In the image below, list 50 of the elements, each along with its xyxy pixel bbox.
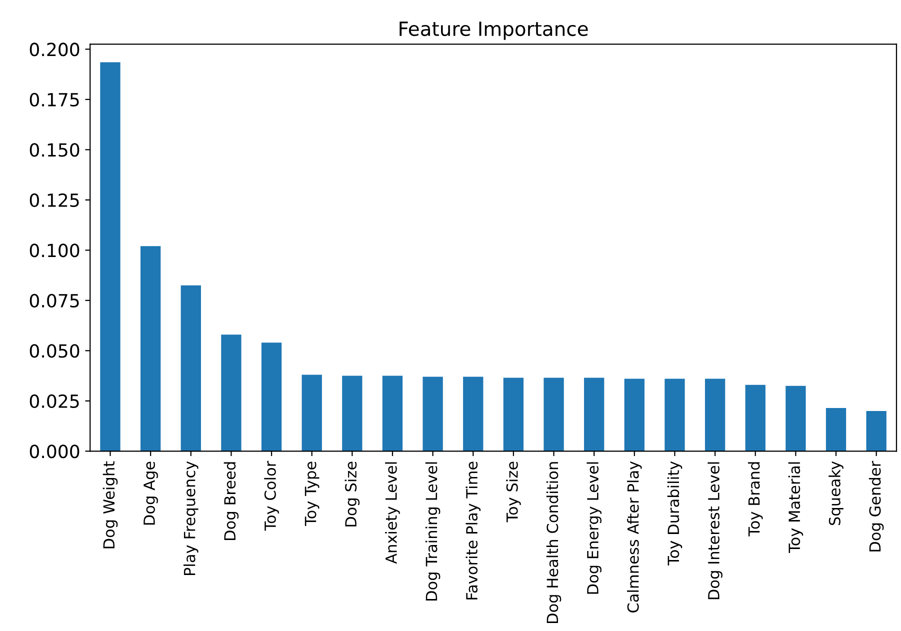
x-tick-label: Dog Health Condition [546,462,562,623]
y-tick-label: 0.000 [30,444,80,458]
bar [180,285,201,452]
bar [100,62,120,452]
x-tick-label: Dog Weight [102,461,118,548]
y-tick-label: 0.200 [30,42,80,56]
bar [382,376,403,452]
bar [544,378,564,452]
x-tick-label: Dog Breed [224,462,239,540]
bar [704,378,726,452]
y-tick-label: 0.075 [30,294,79,308]
y-tick-label: 0.125 [30,193,79,208]
x-tick-label: Calmness After Play [627,461,642,612]
x-tick-label: Dog Interest Level [708,462,722,600]
bar [463,376,484,452]
x-tick-label: Toy Color [264,460,279,531]
bar [221,334,242,452]
bar [140,246,161,452]
bar [866,410,886,452]
y-tick-label: 0.150 [30,143,80,157]
x-tick-label: Dog Size [344,462,360,526]
y-tick-label: 0.050 [30,344,80,358]
x-tick-label: Toy Type [304,462,320,526]
x-tick-label: Anxiety Level [385,462,400,564]
x-tick-label: Toy Durability [667,461,682,566]
x-tick-label: Favorite Play Time [466,462,481,600]
x-tick-label: Dog Energy Level [586,462,602,594]
bar [302,374,322,452]
bar [826,408,846,452]
x-tick-label: Toy Brand [748,462,763,536]
x-tick-label: Squeaky [828,461,844,526]
y-tick-label: 0.025 [30,394,79,408]
bar [786,386,806,452]
y-tick-label: 0.175 [30,92,79,107]
x-tick-label: Toy Size [506,462,521,522]
x-tick-label: Dog Gender [868,460,884,552]
x-tick-label: Play Frequency [184,461,198,576]
bar [745,384,766,452]
bar [342,376,362,452]
bar [584,378,604,452]
bar [503,378,524,452]
x-tick-label: Toy Material [788,462,804,553]
x-tick-label: Dog Training Level [425,462,440,601]
x-tick-label: Dog Age [144,462,158,525]
y-tick-label: 0.100 [30,244,80,258]
bar [422,376,443,452]
chart-title: Feature Importance [400,22,588,40]
bar [624,378,644,452]
bar [664,378,685,452]
bar [261,342,282,452]
